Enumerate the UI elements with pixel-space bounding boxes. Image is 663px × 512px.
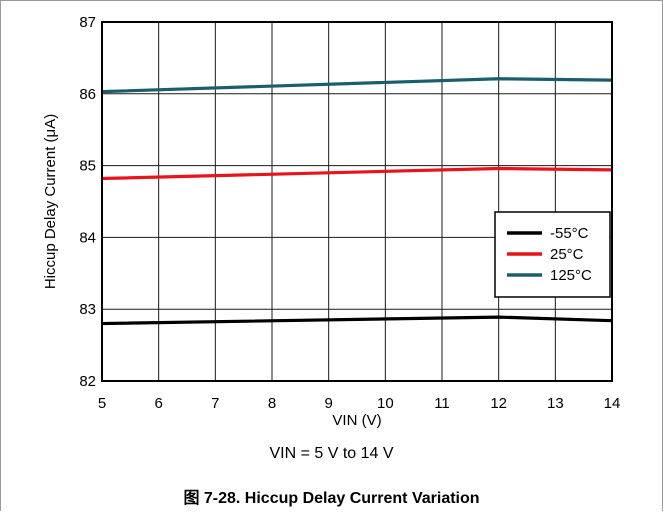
y-tick-label: 83 xyxy=(79,301,96,318)
legend: -55°C 25°C 125°C xyxy=(494,211,611,298)
x-tick-label: 12 xyxy=(490,395,507,412)
legend-label: 125°C xyxy=(550,267,592,284)
line-chart: 5 6 7 8 9 10 11 12 13 14 82 83 84 85 86 87 VIN (V) Hic… xyxy=(42,14,621,429)
legend-label: 25°C xyxy=(550,246,584,263)
x-tick-labels: 5 6 7 8 9 10 11 12 13 14 xyxy=(98,395,621,412)
y-tick-label: 82 xyxy=(79,373,96,390)
x-tick-label: 5 xyxy=(98,395,106,412)
y-tick-label: 84 xyxy=(79,229,96,246)
figure-caption: 图 7-28. Hiccup Delay Current Variation xyxy=(183,490,480,507)
series-line xyxy=(101,77,613,94)
y-tick-labels: 82 83 84 85 86 87 xyxy=(79,14,96,390)
condition-text: VIN = 5 V to 14 V xyxy=(269,445,394,462)
series-line xyxy=(101,315,613,326)
x-tick-label: 8 xyxy=(268,395,276,412)
legend-label: -55°C xyxy=(550,225,589,242)
y-tick-label: 85 xyxy=(79,158,96,175)
series-layer xyxy=(101,77,613,326)
x-tick-label: 13 xyxy=(547,395,564,412)
x-axis-title: VIN (V) xyxy=(332,412,381,429)
x-tick-label: 9 xyxy=(324,395,332,412)
x-tick-label: 14 xyxy=(604,395,621,412)
x-tick-label: 11 xyxy=(434,395,450,412)
plot-area-border xyxy=(101,21,613,382)
y-tick-label: 86 xyxy=(79,86,96,103)
y-tick-label: 87 xyxy=(79,14,96,31)
x-tick-label: 10 xyxy=(377,395,394,412)
grid-lines xyxy=(101,21,613,382)
series-line xyxy=(101,166,613,181)
y-axis-title: Hiccup Delay Current (μA) xyxy=(42,114,59,289)
x-tick-label: 6 xyxy=(154,395,162,412)
x-tick-label: 7 xyxy=(211,395,219,412)
